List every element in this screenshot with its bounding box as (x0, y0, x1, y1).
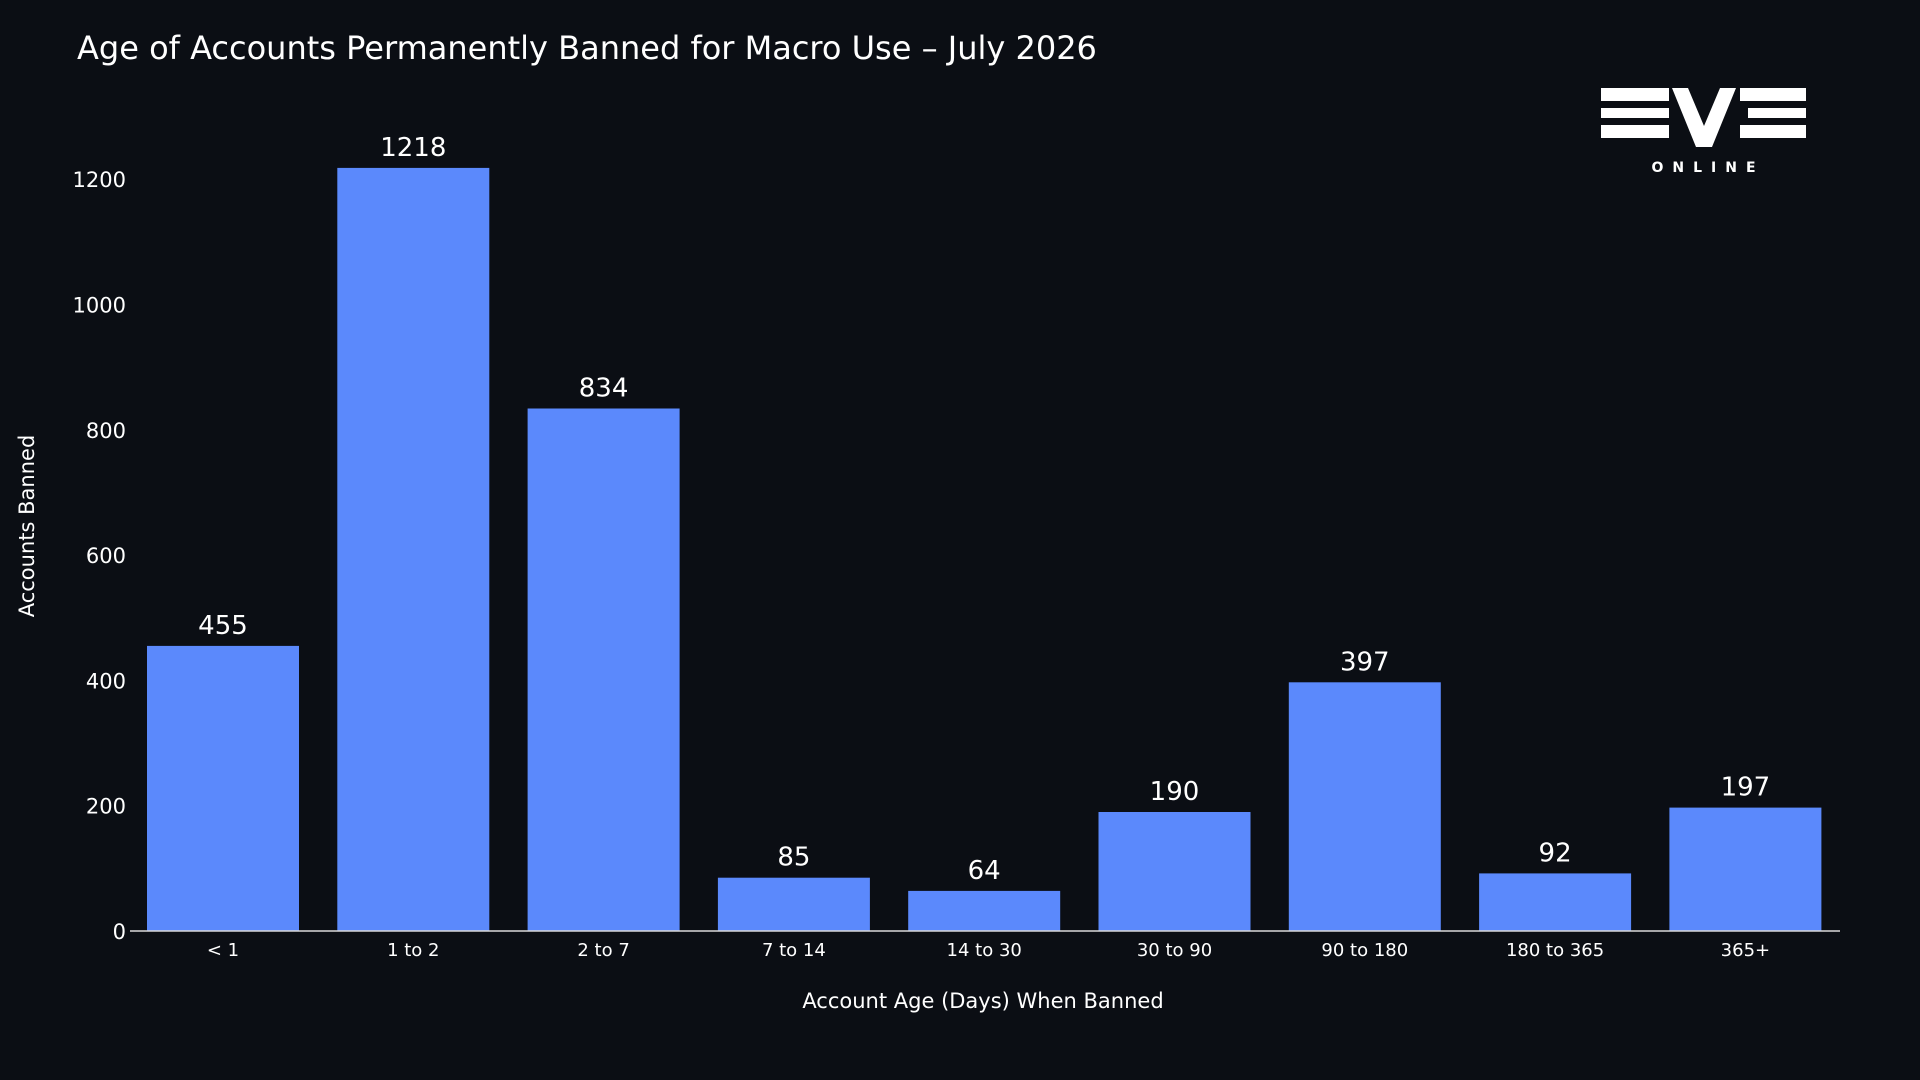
data-label-6: 397 (1340, 647, 1390, 677)
bar-4 (908, 890, 1061, 931)
data-labels: 455 1218 834 85 64 190 397 92 197 (198, 133, 1770, 886)
bar-3 (717, 877, 870, 931)
bar-0 (147, 645, 299, 931)
data-label-1: 1218 (380, 133, 446, 163)
x-tick-label-2: 2 to 7 (577, 940, 629, 961)
y-tick-label-4: 800 (86, 419, 126, 443)
x-tick-label-1: 1 to 2 (387, 940, 439, 961)
bar-6 (1288, 682, 1441, 931)
bar-5 (1098, 812, 1251, 931)
eve-logo-mark-icon (1601, 88, 1806, 147)
y-tick-label-2: 400 (86, 669, 126, 693)
y-tick-label-6: 1200 (73, 168, 126, 192)
x-tick-label-3: 7 to 14 (762, 940, 826, 961)
eve-online-logo: ONLINE (1601, 88, 1806, 176)
x-tick-label-8: 365+ (1721, 940, 1770, 961)
x-tick-label-6: 90 to 180 (1321, 940, 1408, 961)
y-tick-label-5: 1000 (73, 294, 126, 318)
data-label-0: 455 (198, 611, 248, 641)
logo-subtitle: ONLINE (1651, 160, 1764, 176)
chart-title: Age of Accounts Permanently Banned for M… (77, 29, 1097, 67)
bars (147, 167, 1822, 931)
y-axis-label: Accounts Banned (15, 435, 39, 618)
data-label-7: 92 (1539, 838, 1572, 868)
x-tick-label-0: < 1 (207, 940, 239, 961)
data-label-4: 64 (968, 856, 1001, 886)
x-tick-label-4: 14 to 30 (947, 940, 1022, 961)
x-tick-label-5: 30 to 90 (1137, 940, 1212, 961)
data-label-8: 197 (1721, 773, 1771, 803)
y-tick-label-0: 0 (113, 920, 126, 944)
y-tick-label-1: 200 (86, 795, 126, 819)
data-label-5: 190 (1150, 777, 1200, 807)
y-tick-label-3: 600 (86, 544, 126, 568)
x-axis: < 1 1 to 2 2 to 7 7 to 14 14 to 30 30 to 90 90… (207, 940, 1770, 961)
bar-8 (1669, 807, 1822, 931)
data-label-2: 834 (579, 374, 629, 404)
y-axis: 0 200 400 600 800 1000 1200 (73, 168, 126, 944)
x-axis-label: Account Age (Days) When Banned (802, 989, 1163, 1013)
bar-1 (337, 167, 490, 931)
bar-7 (1479, 873, 1632, 931)
x-tick-label-7: 180 to 365 (1506, 940, 1604, 961)
data-label-3: 85 (777, 843, 810, 873)
bar-2 (527, 408, 680, 931)
